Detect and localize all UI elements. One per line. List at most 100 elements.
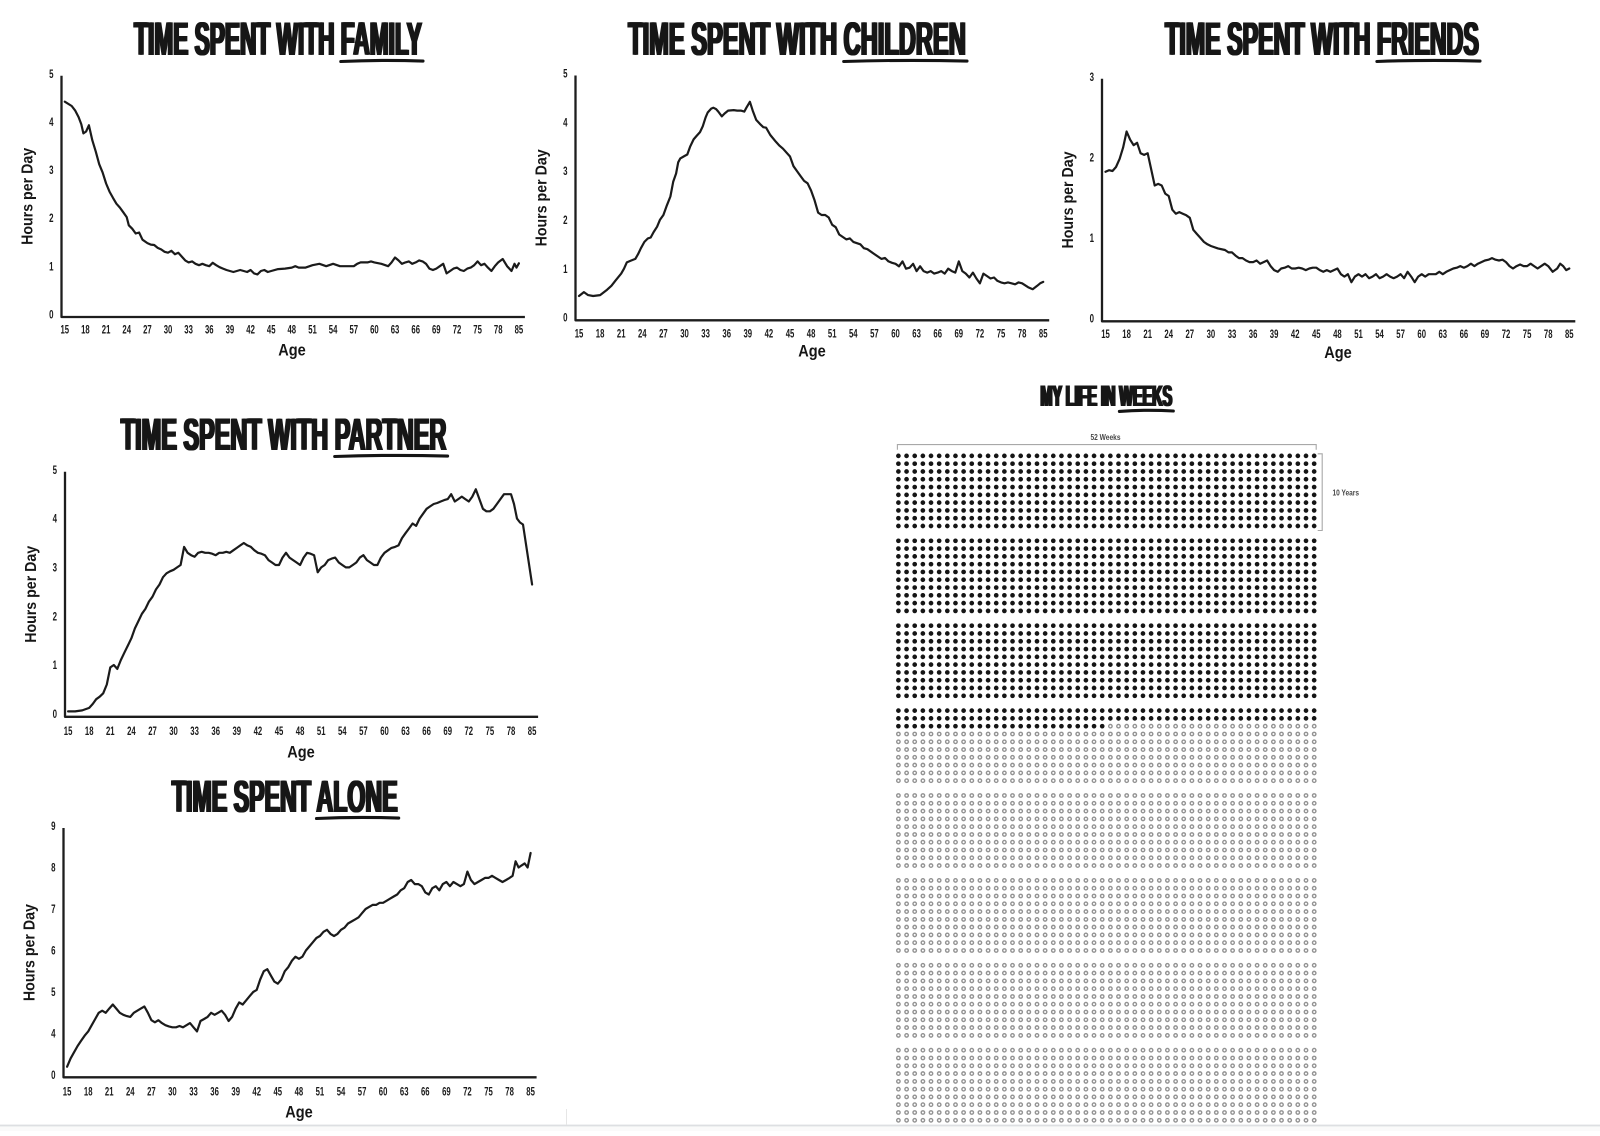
svg-text:5: 5 — [563, 69, 568, 81]
svg-text:72: 72 — [976, 329, 985, 341]
svg-text:57: 57 — [358, 1087, 367, 1099]
svg-text:60: 60 — [891, 329, 900, 341]
svg-text:Hours per Day: Hours per Day — [23, 545, 40, 642]
svg-text:0: 0 — [563, 313, 567, 325]
svg-text:3: 3 — [1090, 72, 1094, 84]
svg-text:39: 39 — [226, 324, 235, 336]
svg-text:TIME SPENT WITH PARTNER: TIME SPENT WITH PARTNER — [121, 409, 447, 461]
svg-text:MY LIFE IN WEEKS: MY LIFE IN WEEKS — [1042, 379, 1174, 412]
svg-text:39: 39 — [1270, 329, 1279, 341]
svg-text:TIME SPENT WITH PARTNER: TIME SPENT WITH PARTNER — [122, 409, 448, 461]
svg-text:51: 51 — [1354, 329, 1363, 341]
svg-text:Hours per Day: Hours per Day — [1060, 151, 1077, 248]
svg-text:33: 33 — [1228, 329, 1237, 341]
svg-text:MY LIFE IN WEEKS: MY LIFE IN WEEKS — [1040, 379, 1172, 412]
svg-text:63: 63 — [912, 329, 921, 341]
svg-text:Hours per Day: Hours per Day — [22, 904, 39, 1001]
svg-text:54: 54 — [337, 1087, 346, 1099]
svg-text:51: 51 — [316, 1087, 325, 1099]
svg-text:0: 0 — [1090, 314, 1094, 326]
svg-text:0: 0 — [49, 309, 53, 321]
svg-text:60: 60 — [380, 726, 389, 738]
svg-text:Age: Age — [798, 342, 826, 361]
svg-text:60: 60 — [1417, 329, 1426, 341]
svg-text:5: 5 — [49, 69, 54, 81]
svg-text:78: 78 — [1544, 329, 1553, 341]
svg-text:MY LIFE IN WEEKS: MY LIFE IN WEEKS — [1039, 379, 1171, 412]
svg-text:18: 18 — [81, 324, 90, 336]
svg-text:39: 39 — [233, 726, 242, 738]
svg-text:4: 4 — [51, 1029, 56, 1041]
svg-text:30: 30 — [169, 726, 178, 738]
svg-text:48: 48 — [295, 1087, 304, 1099]
svg-text:42: 42 — [254, 726, 263, 738]
svg-text:45: 45 — [275, 726, 284, 738]
svg-text:TIME SPENT ALONE: TIME SPENT ALONE — [173, 770, 399, 822]
svg-text:1: 1 — [53, 660, 58, 672]
svg-text:2: 2 — [1090, 152, 1094, 164]
svg-text:24: 24 — [638, 329, 647, 341]
svg-text:21: 21 — [102, 324, 111, 336]
svg-text:21: 21 — [617, 329, 626, 341]
svg-text:33: 33 — [190, 726, 199, 738]
svg-text:5: 5 — [53, 465, 58, 477]
svg-text:69: 69 — [442, 1087, 451, 1099]
svg-text:48: 48 — [1333, 329, 1342, 341]
svg-text:18: 18 — [596, 329, 605, 341]
svg-text:24: 24 — [127, 726, 136, 738]
svg-text:27: 27 — [147, 1087, 156, 1099]
svg-text:30: 30 — [164, 324, 173, 336]
svg-text:36: 36 — [211, 726, 220, 738]
svg-text:85: 85 — [526, 1087, 535, 1099]
svg-text:48: 48 — [807, 329, 816, 341]
svg-text:27: 27 — [1186, 329, 1195, 341]
svg-text:63: 63 — [401, 726, 410, 738]
svg-text:TIME SPENT ALONE: TIME SPENT ALONE — [171, 770, 397, 822]
svg-text:21: 21 — [106, 726, 115, 738]
svg-text:54: 54 — [849, 329, 858, 341]
svg-text:66: 66 — [421, 1087, 430, 1099]
svg-text:60: 60 — [379, 1087, 388, 1099]
svg-text:4: 4 — [49, 117, 54, 129]
svg-text:85: 85 — [528, 726, 537, 738]
svg-text:48: 48 — [288, 324, 297, 336]
svg-text:24: 24 — [126, 1087, 135, 1099]
svg-text:36: 36 — [205, 324, 214, 336]
svg-text:TIME SPENT WITH FAMILY: TIME SPENT WITH FAMILY — [133, 13, 421, 65]
svg-text:27: 27 — [148, 726, 157, 738]
svg-text:2: 2 — [53, 611, 57, 623]
svg-text:1: 1 — [49, 261, 54, 273]
svg-text:TIME SPENT WITH PARTNER: TIME SPENT WITH PARTNER — [120, 409, 446, 461]
svg-text:45: 45 — [786, 329, 795, 341]
svg-text:72: 72 — [465, 726, 474, 738]
svg-text:51: 51 — [828, 329, 837, 341]
svg-text:63: 63 — [391, 324, 400, 336]
svg-text:72: 72 — [1502, 329, 1511, 341]
svg-text:30: 30 — [1207, 329, 1216, 341]
svg-text:6: 6 — [51, 946, 55, 958]
svg-text:69: 69 — [443, 726, 452, 738]
svg-text:21: 21 — [105, 1087, 114, 1099]
svg-text:69: 69 — [432, 324, 441, 336]
svg-text:33: 33 — [189, 1087, 198, 1099]
svg-text:33: 33 — [184, 324, 193, 336]
svg-text:54: 54 — [329, 324, 338, 336]
svg-text:2: 2 — [49, 213, 53, 225]
svg-text:5: 5 — [51, 987, 56, 999]
svg-text:TIME SPENT WITH CHILDREN: TIME SPENT WITH CHILDREN — [629, 12, 967, 65]
svg-text:Age: Age — [287, 743, 315, 762]
svg-text:69: 69 — [1481, 329, 1490, 341]
svg-text:33: 33 — [701, 329, 710, 341]
svg-text:3: 3 — [53, 563, 57, 575]
svg-text:51: 51 — [308, 324, 317, 336]
svg-text:18: 18 — [84, 1087, 93, 1099]
svg-text:66: 66 — [422, 726, 431, 738]
svg-text:63: 63 — [400, 1087, 409, 1099]
svg-text:27: 27 — [659, 329, 668, 341]
svg-text:15: 15 — [61, 324, 70, 336]
svg-text:18: 18 — [1122, 329, 1131, 341]
svg-text:Hours per Day: Hours per Day — [534, 149, 551, 246]
svg-text:78: 78 — [505, 1087, 514, 1099]
svg-text:Hours per Day: Hours per Day — [20, 148, 37, 245]
svg-text:57: 57 — [350, 324, 359, 336]
